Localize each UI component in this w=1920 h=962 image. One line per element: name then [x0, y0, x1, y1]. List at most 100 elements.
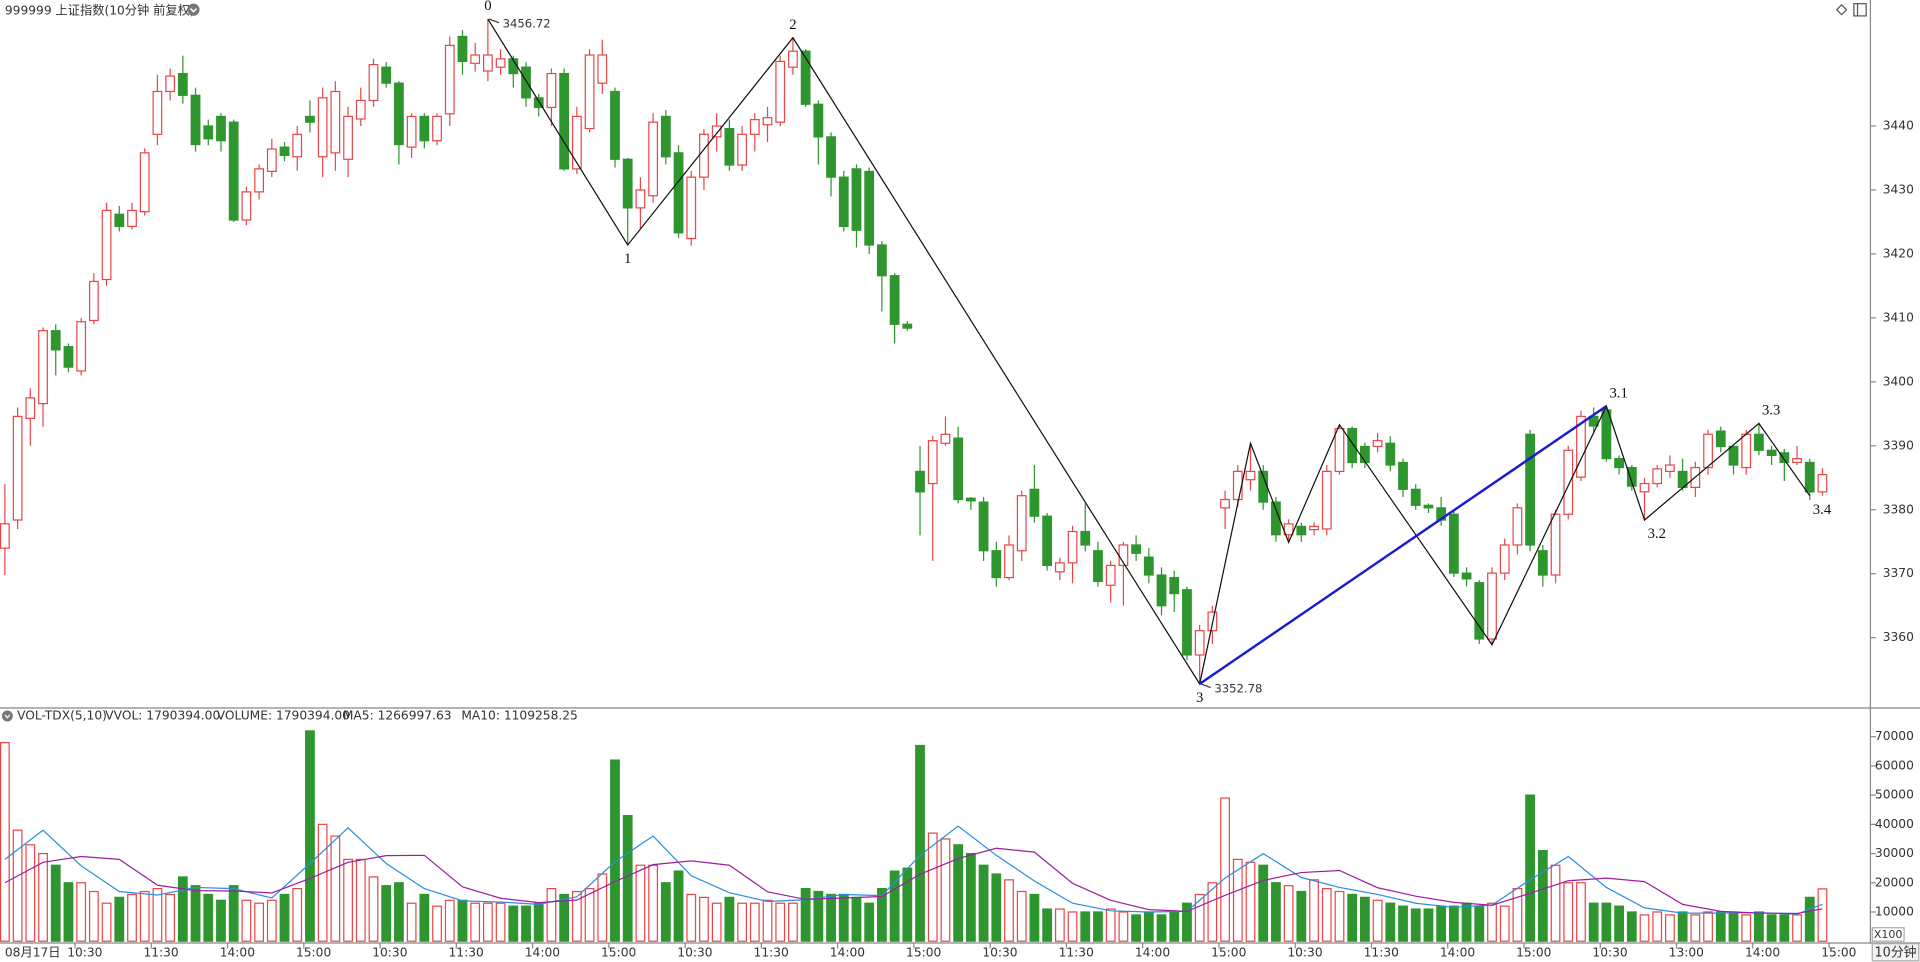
- candle-body: [660, 115, 671, 158]
- volume-bar: [38, 852, 48, 942]
- candle-body: [686, 176, 697, 240]
- candle-body: [521, 66, 531, 99]
- volume-bar: [1754, 911, 1764, 942]
- candle-body: [1271, 501, 1281, 536]
- volume-bar: [1258, 864, 1269, 942]
- menu-icon[interactable]: [1, 710, 13, 722]
- candle-body: [1347, 427, 1358, 464]
- candle-body: [927, 440, 938, 485]
- volume-bar: [1143, 911, 1154, 942]
- price-label: 3456.72: [503, 16, 551, 30]
- volume-bar: [1182, 902, 1192, 942]
- zigzag-label: 3.4: [1813, 502, 1832, 518]
- volume-bar: [1067, 911, 1078, 942]
- candle-body: [1703, 433, 1713, 469]
- candle-body: [1093, 550, 1103, 583]
- volume-bar: [1321, 888, 1332, 942]
- volume-bar: [1220, 797, 1230, 942]
- candle-body: [1665, 464, 1675, 473]
- legend-entry: MA5: 1266997.63: [343, 708, 452, 722]
- candle-body: [889, 275, 900, 325]
- x-tick-label: 11:30: [1364, 945, 1399, 959]
- volume-bar: [813, 890, 824, 942]
- indicator-vvol: VVOL: 1790394.00: [105, 708, 220, 722]
- candle-body: [1652, 468, 1663, 485]
- volume-menu[interactable]: [1, 710, 13, 722]
- volume-bar: [88, 890, 99, 942]
- zigzag-label: 3.1: [1609, 385, 1627, 401]
- volume-bar: [635, 864, 646, 942]
- menu-chevron: [189, 8, 198, 13]
- y-tick-label: 3410: [1883, 310, 1914, 324]
- volume-bar: [1156, 914, 1167, 942]
- panel-button[interactable]: [1853, 3, 1867, 17]
- unit-box: [1871, 927, 1905, 942]
- period-label[interactable]: 10分钟: [1874, 944, 1916, 960]
- volume-bar: [1296, 890, 1307, 942]
- candle-body: [279, 146, 290, 157]
- volume-bar: [203, 893, 214, 942]
- candle-body: [1359, 445, 1370, 464]
- unit-label: X100: [1874, 928, 1903, 941]
- candle-body: [965, 497, 976, 502]
- candle-body: [915, 470, 925, 493]
- candle-body: [317, 97, 328, 158]
- volume-bar: [343, 858, 353, 942]
- volume-bar: [546, 888, 557, 942]
- menu-icon[interactable]: [187, 3, 200, 16]
- candle-body: [1550, 513, 1561, 576]
- volume-bar: [597, 873, 608, 942]
- zigzag-label: 0: [484, 0, 491, 14]
- candle-body: [381, 66, 392, 84]
- diamond-button[interactable]: [1835, 4, 1848, 16]
- volume-bar: [1347, 893, 1358, 942]
- price-label: 3352.78: [1214, 681, 1262, 695]
- y-tick-label: 3370: [1883, 566, 1914, 580]
- volume-bar: [1690, 914, 1701, 942]
- candle-body: [1143, 556, 1154, 576]
- volume-bar: [1029, 893, 1040, 942]
- volume-bar: [610, 759, 620, 942]
- volume-bar: [953, 844, 964, 942]
- x-tick-label: 10:30: [677, 945, 712, 959]
- candle-body: [1182, 589, 1192, 656]
- candle-body: [1474, 582, 1485, 640]
- candle-body: [1576, 415, 1586, 478]
- legend-entry: MA10: 1109258.25: [461, 708, 577, 722]
- candle-body: [1398, 461, 1408, 490]
- y-tick-label: 3430: [1883, 182, 1914, 196]
- x-tick-label: 11:30: [449, 945, 484, 959]
- x-tick-label: 11:30: [1059, 945, 1094, 959]
- volume-bar: [457, 899, 468, 942]
- x-tick-label: 10:30: [1592, 945, 1627, 959]
- candle-body: [533, 97, 544, 109]
- x-tick-label: 14:00: [220, 945, 255, 959]
- candle-body: [101, 209, 112, 281]
- candle-body: [978, 501, 989, 552]
- period-button[interactable]: [1871, 943, 1920, 962]
- volume-bar: [673, 870, 684, 942]
- volume-bar: [305, 730, 315, 942]
- chart-title: 999999 上证指数(10分钟 前复权): [5, 3, 195, 18]
- y-tick-label: 40000: [1875, 817, 1914, 831]
- x-tick-label: 10:30: [372, 945, 407, 959]
- candle-body: [622, 158, 633, 209]
- volume-bar: [1728, 911, 1739, 942]
- volume-bar: [355, 858, 366, 942]
- candle-body: [88, 280, 99, 322]
- candle-body: [673, 152, 684, 234]
- volume-bar: [1703, 911, 1713, 942]
- candle-body: [50, 330, 61, 351]
- title-menu[interactable]: [187, 3, 200, 16]
- volume-bar: [838, 893, 849, 942]
- volume-bar: [432, 905, 442, 942]
- y-tick-label: 3380: [1883, 502, 1914, 516]
- candle-body: [1016, 495, 1027, 552]
- volume-bar: [1652, 911, 1663, 942]
- x-tick-label: 10:30: [67, 945, 102, 959]
- candle-body: [1588, 415, 1599, 427]
- menu-chevron: [4, 714, 11, 719]
- volume-bar: [1499, 905, 1510, 942]
- candle-body: [762, 117, 773, 126]
